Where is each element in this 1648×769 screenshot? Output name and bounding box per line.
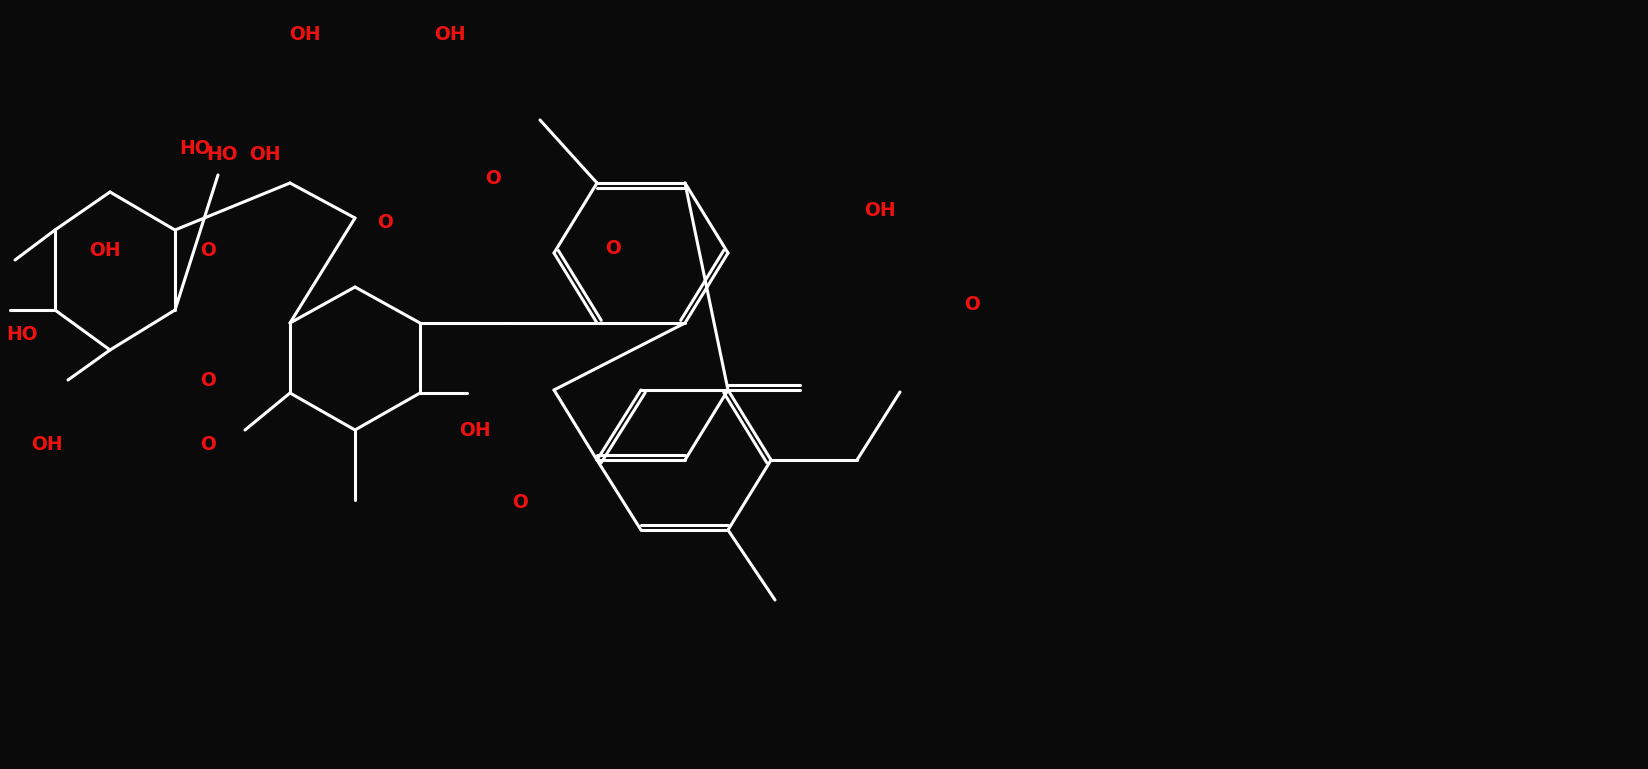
Text: OH: OH xyxy=(288,25,321,45)
Text: HO: HO xyxy=(206,145,237,165)
Text: OH: OH xyxy=(31,435,63,454)
Text: O: O xyxy=(513,492,527,511)
Text: O: O xyxy=(199,371,216,390)
Text: O: O xyxy=(199,435,216,454)
Text: O: O xyxy=(605,238,621,258)
Text: O: O xyxy=(377,212,392,231)
Text: OH: OH xyxy=(89,241,120,259)
Text: OH: OH xyxy=(249,145,280,165)
Text: OH: OH xyxy=(433,25,465,45)
Text: O: O xyxy=(199,241,216,259)
Text: O: O xyxy=(485,168,501,188)
Text: HO: HO xyxy=(180,138,211,158)
Text: O: O xyxy=(964,295,979,315)
Text: OH: OH xyxy=(864,201,895,219)
Text: HO: HO xyxy=(7,325,38,345)
Text: OH: OH xyxy=(458,421,491,440)
